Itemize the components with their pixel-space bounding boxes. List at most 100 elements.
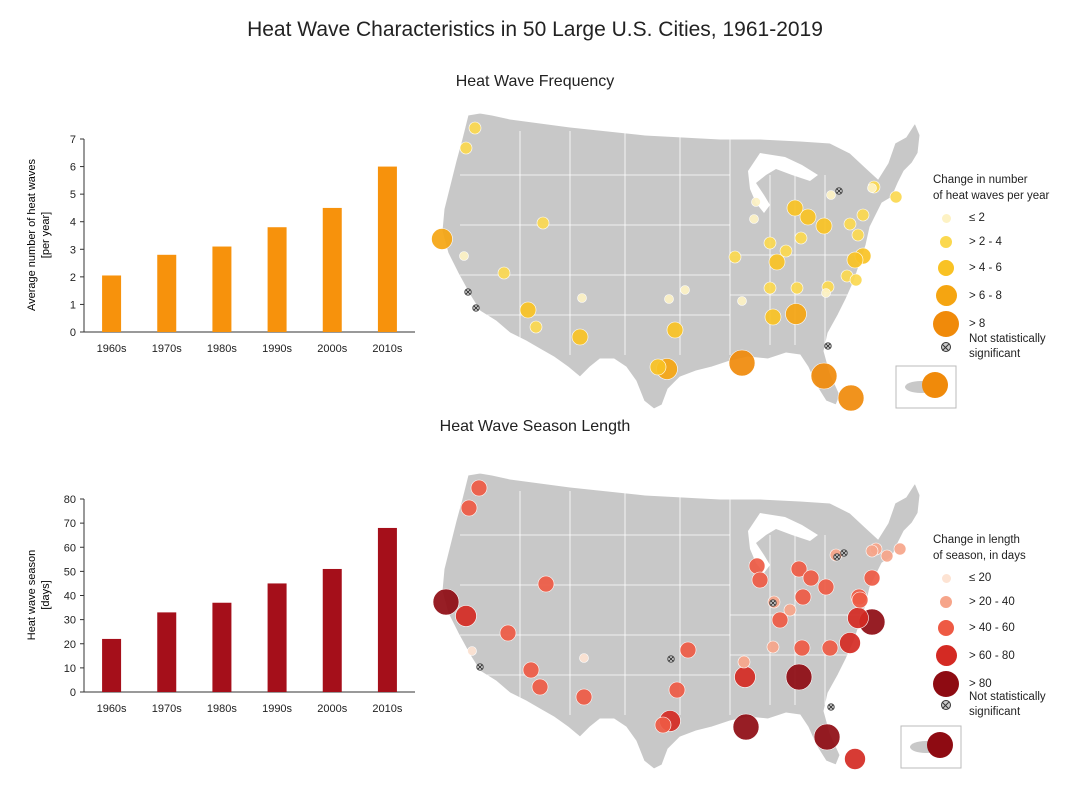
city-marker xyxy=(863,569,881,587)
x-tick-label: 2000s xyxy=(317,703,347,715)
city-marker xyxy=(654,716,672,734)
legend-title-line2: of heat waves per year xyxy=(933,190,1050,202)
city-marker xyxy=(851,591,869,609)
legend-label: > 4 - 6 xyxy=(969,262,1002,274)
city-marker xyxy=(810,362,838,390)
legend-label: ≤ 20 xyxy=(969,572,992,584)
city-marker xyxy=(459,251,469,261)
city-marker xyxy=(459,141,473,155)
city-marker xyxy=(432,588,460,616)
ns-label-line1: Not statistically xyxy=(969,333,1046,345)
city-marker xyxy=(666,321,684,339)
ns-label-line2: significant xyxy=(969,706,1021,718)
city-marker xyxy=(922,372,948,398)
legend-swatch xyxy=(940,596,952,608)
x-tick-label: 1970s xyxy=(152,343,182,355)
city-marker xyxy=(728,250,742,264)
legend-label: ≤ 2 xyxy=(969,212,985,224)
city-marker xyxy=(844,748,866,770)
city-marker xyxy=(522,661,540,679)
not-significant-marker xyxy=(840,549,848,557)
city-marker xyxy=(749,214,759,224)
bar-1970s xyxy=(157,612,177,692)
city-marker xyxy=(785,303,807,325)
y-tick-label: 10 xyxy=(64,663,76,675)
y-tick-label: 0 xyxy=(70,327,76,339)
not-significant-marker xyxy=(769,599,777,607)
legend-label: > 6 - 8 xyxy=(969,289,1002,302)
city-marker xyxy=(575,688,593,706)
frequency-map xyxy=(431,112,921,412)
not-significant-marker xyxy=(476,663,484,671)
city-marker xyxy=(889,190,903,204)
city-marker xyxy=(815,217,833,235)
y-tick-label: 70 xyxy=(64,518,76,530)
y-tick-label: 60 xyxy=(64,542,76,554)
legend-entry: > 4 - 6 xyxy=(933,260,1002,276)
not-significant-marker xyxy=(827,703,835,711)
city-marker xyxy=(771,611,789,629)
city-marker xyxy=(649,358,667,376)
legend-entry: > 80 xyxy=(933,671,992,697)
frequency-section-title: Heat Wave Frequency xyxy=(455,73,615,90)
city-marker xyxy=(728,349,756,377)
city-marker xyxy=(737,655,751,669)
legend-label: > 20 - 40 xyxy=(969,596,1015,608)
y-axis-label: Heat wave season [days] xyxy=(26,550,52,641)
city-marker xyxy=(843,217,857,231)
legend-entry: > 2 - 4 xyxy=(933,236,1002,248)
city-marker xyxy=(847,607,869,629)
bar-2000s xyxy=(322,207,342,332)
city-marker xyxy=(817,578,835,596)
city-marker xyxy=(732,713,760,741)
ns-label-line1: Not statistically xyxy=(969,691,1046,703)
legend-label: > 60 - 80 xyxy=(969,649,1015,662)
y-tick-label: 0 xyxy=(70,687,76,699)
city-marker xyxy=(783,603,797,617)
legend-swatch xyxy=(938,620,954,636)
bar-1970s xyxy=(157,254,177,332)
legend-title-line1: Change in number xyxy=(933,174,1028,186)
city-marker xyxy=(664,294,674,304)
city-marker xyxy=(851,228,865,242)
city-marker xyxy=(839,632,861,654)
city-marker xyxy=(763,236,777,250)
y-axis-label-line2: [per year] xyxy=(40,212,52,258)
x-tick-label: 2010s xyxy=(372,343,402,355)
city-marker xyxy=(460,499,478,517)
great-lakes xyxy=(748,153,818,213)
legend-label: > 40 - 60 xyxy=(969,622,1015,634)
city-marker xyxy=(849,273,863,287)
city-marker xyxy=(679,641,697,659)
city-marker xyxy=(837,384,865,412)
city-marker xyxy=(497,266,511,280)
city-marker xyxy=(751,197,761,207)
city-marker xyxy=(748,557,766,575)
legend-entry: > 60 - 80 xyxy=(933,645,1015,666)
not-significant-icon xyxy=(941,700,951,710)
x-tick-label: 1970s xyxy=(152,703,182,715)
bar-1980s xyxy=(212,602,232,692)
city-marker xyxy=(763,281,777,295)
y-tick-label: 2 xyxy=(70,272,76,284)
not-significant-marker xyxy=(464,288,472,296)
city-marker xyxy=(680,285,690,295)
city-marker xyxy=(790,560,808,578)
city-marker xyxy=(519,301,537,319)
city-marker xyxy=(431,228,453,250)
us-landmass xyxy=(441,472,921,770)
bar-1960s xyxy=(102,638,122,692)
city-marker xyxy=(577,293,587,303)
city-marker xyxy=(766,640,780,654)
city-marker xyxy=(846,251,864,269)
y-axis-label-line1: Average number of heat waves xyxy=(26,158,38,311)
city-marker xyxy=(531,678,549,696)
bar-1980s xyxy=(212,246,232,332)
city-marker xyxy=(571,328,589,346)
legend-entry: ≤ 20 xyxy=(933,572,991,584)
legend-entry: > 40 - 60 xyxy=(933,620,1015,636)
city-marker xyxy=(779,244,793,258)
puerto-rico-inset xyxy=(895,365,957,409)
legend-not-significant: Not statistically significant xyxy=(933,690,1046,720)
city-marker xyxy=(794,231,808,245)
